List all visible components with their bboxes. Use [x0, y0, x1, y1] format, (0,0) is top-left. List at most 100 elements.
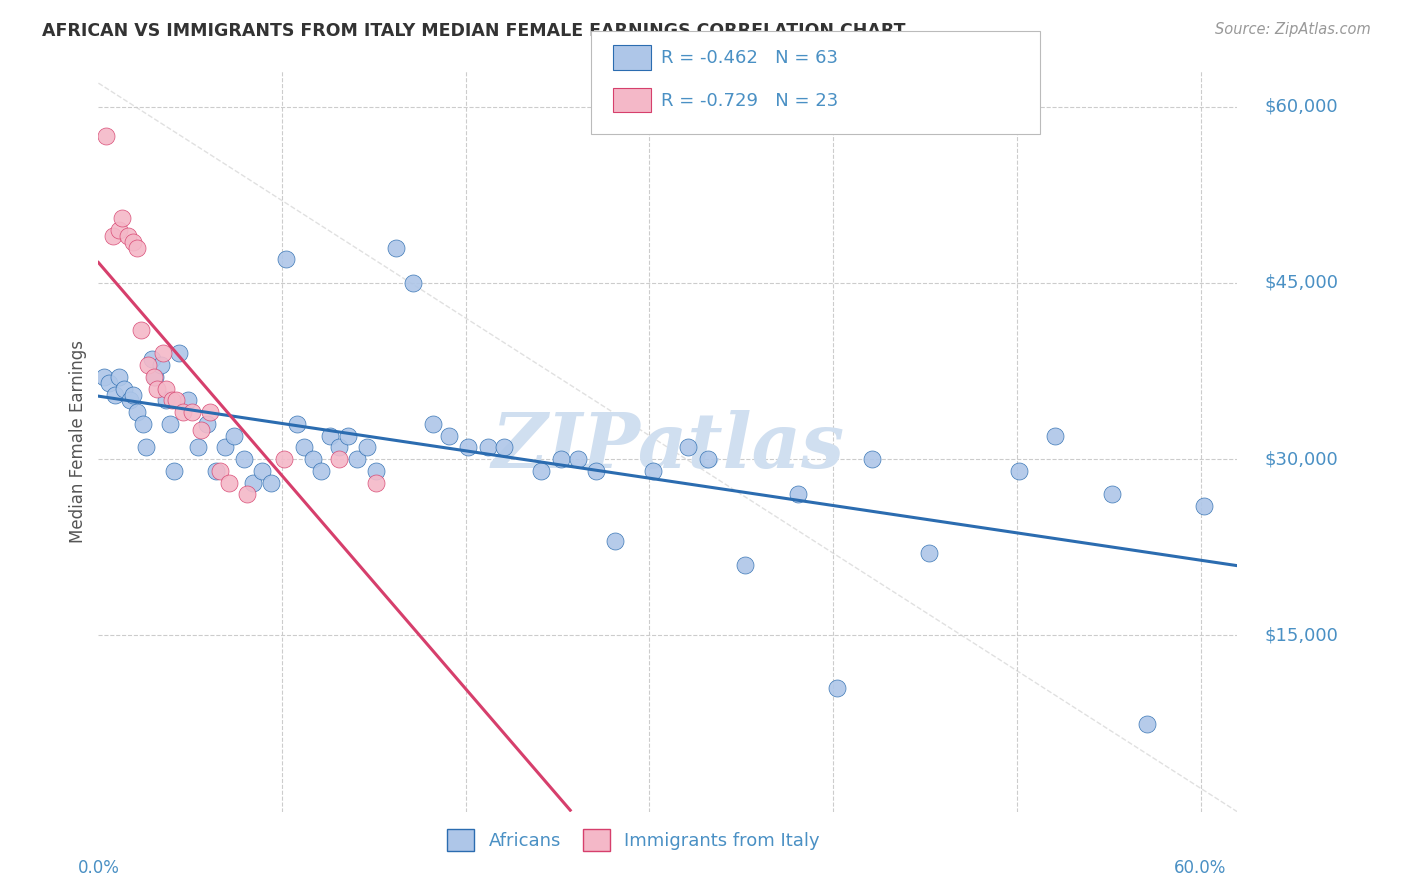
Text: R = -0.462   N = 63: R = -0.462 N = 63: [661, 49, 838, 67]
Point: [242, 475, 264, 490]
Point: [131, 417, 153, 431]
Point: [136, 358, 159, 372]
Point: [567, 452, 589, 467]
Point: [364, 464, 387, 478]
Point: [328, 452, 350, 467]
Point: [439, 428, 461, 442]
Point: [218, 475, 240, 490]
Point: [181, 405, 204, 419]
Point: [422, 417, 444, 431]
Point: [152, 346, 174, 360]
Point: [101, 228, 124, 243]
Point: [285, 417, 308, 431]
Point: [224, 428, 246, 442]
Point: [260, 475, 283, 490]
Point: [643, 464, 665, 478]
Point: [172, 405, 194, 419]
Point: [112, 382, 135, 396]
Point: [309, 464, 332, 478]
Point: [142, 370, 165, 384]
Point: [104, 387, 127, 401]
Point: [236, 487, 259, 501]
Point: [918, 546, 941, 560]
Point: [160, 393, 183, 408]
Text: $30,000: $30,000: [1265, 450, 1339, 468]
Point: [165, 393, 187, 408]
Point: [697, 452, 720, 467]
Text: 60.0%: 60.0%: [1174, 859, 1226, 877]
Point: [159, 417, 181, 431]
Point: [195, 417, 218, 431]
Point: [205, 464, 228, 478]
Point: [328, 441, 350, 455]
Point: [385, 241, 408, 255]
Point: [292, 441, 315, 455]
Point: [585, 464, 607, 478]
Point: [118, 393, 141, 408]
Point: [477, 441, 499, 455]
Point: [232, 452, 254, 467]
Point: [346, 452, 368, 467]
Point: [125, 405, 148, 419]
Point: [319, 428, 342, 442]
Point: [98, 376, 121, 390]
Point: [734, 558, 756, 572]
Point: [190, 423, 212, 437]
Text: 0.0%: 0.0%: [77, 859, 120, 877]
Point: [530, 464, 553, 478]
Text: $45,000: $45,000: [1265, 274, 1339, 292]
Point: [93, 370, 115, 384]
Point: [214, 441, 236, 455]
Text: $15,000: $15,000: [1265, 626, 1339, 644]
Point: [273, 452, 295, 467]
Point: [155, 393, 177, 408]
Point: [122, 387, 145, 401]
Point: [125, 241, 148, 255]
Point: [250, 464, 273, 478]
Legend: Africans, Immigrants from Italy: Africans, Immigrants from Italy: [440, 822, 827, 858]
Point: [1045, 428, 1067, 442]
Text: R = -0.729   N = 23: R = -0.729 N = 23: [661, 92, 838, 110]
Point: [825, 681, 848, 696]
Point: [401, 276, 423, 290]
Point: [117, 228, 139, 243]
Point: [145, 370, 167, 384]
Point: [107, 370, 129, 384]
Point: [787, 487, 810, 501]
Point: [274, 252, 297, 267]
Point: [1101, 487, 1123, 501]
Point: [141, 352, 163, 367]
Point: [676, 441, 699, 455]
Point: [111, 211, 134, 226]
Point: [155, 382, 177, 396]
Text: ZIPatlas: ZIPatlas: [491, 410, 845, 484]
Text: AFRICAN VS IMMIGRANTS FROM ITALY MEDIAN FEMALE EARNINGS CORRELATION CHART: AFRICAN VS IMMIGRANTS FROM ITALY MEDIAN …: [42, 22, 905, 40]
Point: [1136, 716, 1159, 731]
Point: [550, 452, 572, 467]
Point: [1008, 464, 1031, 478]
Point: [200, 405, 222, 419]
Point: [122, 235, 145, 249]
Point: [364, 475, 387, 490]
Point: [167, 346, 190, 360]
Point: [1192, 499, 1215, 513]
Point: [107, 223, 129, 237]
Point: [603, 534, 626, 549]
Text: Source: ZipAtlas.com: Source: ZipAtlas.com: [1215, 22, 1371, 37]
Point: [187, 441, 209, 455]
Point: [860, 452, 883, 467]
Point: [302, 452, 325, 467]
Point: [337, 428, 360, 442]
Point: [494, 441, 516, 455]
Point: [163, 464, 186, 478]
Point: [135, 441, 157, 455]
Point: [146, 382, 169, 396]
Point: [356, 441, 378, 455]
Point: [129, 323, 152, 337]
Text: $60,000: $60,000: [1265, 97, 1339, 116]
Point: [149, 358, 172, 372]
Point: [94, 128, 117, 143]
Point: [457, 441, 479, 455]
Y-axis label: Median Female Earnings: Median Female Earnings: [69, 340, 87, 543]
Point: [177, 393, 200, 408]
